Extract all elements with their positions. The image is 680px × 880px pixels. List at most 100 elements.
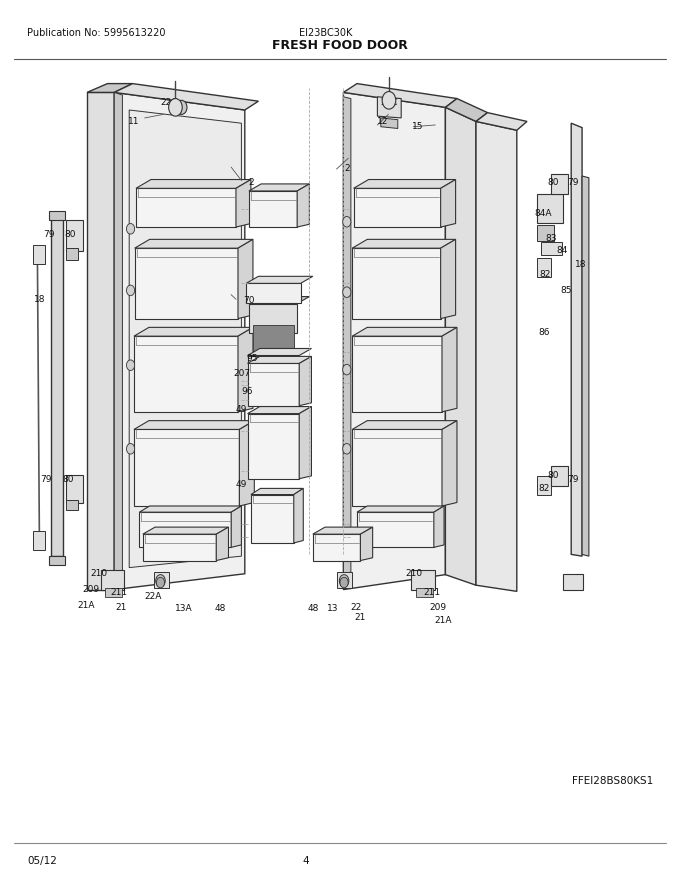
Polygon shape <box>248 356 311 363</box>
Polygon shape <box>441 180 456 227</box>
Text: 49: 49 <box>236 480 247 488</box>
Polygon shape <box>352 239 456 248</box>
Polygon shape <box>299 407 311 479</box>
Polygon shape <box>249 184 309 191</box>
Circle shape <box>126 285 135 296</box>
Polygon shape <box>248 363 299 406</box>
Polygon shape <box>248 356 299 363</box>
Polygon shape <box>476 121 517 591</box>
Polygon shape <box>239 421 254 506</box>
Bar <box>551 466 568 486</box>
Bar <box>416 588 433 597</box>
Polygon shape <box>66 220 83 251</box>
Polygon shape <box>251 488 303 495</box>
Polygon shape <box>571 123 582 556</box>
Polygon shape <box>251 495 294 543</box>
Text: 209: 209 <box>429 603 447 612</box>
Text: 2: 2 <box>249 178 254 187</box>
Polygon shape <box>476 113 527 130</box>
Bar <box>551 174 568 194</box>
Polygon shape <box>134 336 238 412</box>
Polygon shape <box>343 92 445 590</box>
Bar <box>537 194 563 223</box>
Polygon shape <box>238 239 253 319</box>
Polygon shape <box>134 429 239 506</box>
Polygon shape <box>434 506 444 547</box>
Text: 80: 80 <box>548 471 559 480</box>
Text: 79: 79 <box>44 231 54 239</box>
Polygon shape <box>136 188 236 227</box>
Polygon shape <box>294 488 303 543</box>
Text: 84: 84 <box>556 246 567 255</box>
Polygon shape <box>246 283 301 303</box>
Polygon shape <box>66 475 83 503</box>
Bar <box>337 572 352 588</box>
Polygon shape <box>231 506 241 547</box>
Polygon shape <box>442 421 457 506</box>
Text: 11: 11 <box>128 117 139 126</box>
Text: 79: 79 <box>568 178 579 187</box>
Polygon shape <box>582 176 589 556</box>
Circle shape <box>126 224 135 234</box>
Polygon shape <box>445 107 476 585</box>
Polygon shape <box>249 304 297 333</box>
Text: 80: 80 <box>65 231 75 239</box>
Text: 211: 211 <box>423 588 441 597</box>
Polygon shape <box>236 180 251 227</box>
Text: 48: 48 <box>215 604 226 612</box>
Polygon shape <box>51 216 63 556</box>
Circle shape <box>343 364 351 375</box>
Polygon shape <box>249 191 297 227</box>
Circle shape <box>382 92 396 109</box>
Text: 95: 95 <box>247 354 258 363</box>
Circle shape <box>343 216 351 227</box>
Polygon shape <box>299 356 311 406</box>
Text: FRESH FOOD DOOR: FRESH FOOD DOOR <box>272 40 408 52</box>
Polygon shape <box>297 184 309 227</box>
Polygon shape <box>352 336 442 412</box>
Polygon shape <box>381 118 398 128</box>
Text: 79: 79 <box>568 475 579 484</box>
Circle shape <box>156 577 165 588</box>
Bar <box>537 258 551 277</box>
Polygon shape <box>114 84 258 110</box>
Text: 79: 79 <box>41 475 52 484</box>
Polygon shape <box>354 188 441 227</box>
Text: 210: 210 <box>405 569 422 578</box>
Polygon shape <box>352 429 442 506</box>
Text: 210: 210 <box>90 569 107 578</box>
Bar <box>411 570 435 590</box>
Polygon shape <box>352 421 457 429</box>
Text: 82: 82 <box>540 270 551 279</box>
Text: 86: 86 <box>539 328 549 337</box>
Text: 85: 85 <box>561 286 572 295</box>
Bar <box>541 242 562 255</box>
Polygon shape <box>66 500 78 510</box>
Polygon shape <box>87 84 133 92</box>
Circle shape <box>126 444 135 454</box>
Polygon shape <box>357 512 434 547</box>
Text: 48: 48 <box>307 604 318 612</box>
Polygon shape <box>134 327 253 336</box>
Circle shape <box>340 577 348 588</box>
Bar <box>101 570 124 590</box>
Text: 96: 96 <box>241 387 252 396</box>
Polygon shape <box>143 534 216 561</box>
Text: 49: 49 <box>236 405 247 414</box>
Polygon shape <box>139 506 241 512</box>
Polygon shape <box>352 248 441 319</box>
Polygon shape <box>238 327 253 412</box>
Polygon shape <box>249 297 309 304</box>
Polygon shape <box>377 97 401 118</box>
Text: 13A: 13A <box>175 604 192 612</box>
Bar <box>33 531 45 550</box>
Polygon shape <box>139 512 231 547</box>
Text: 22A: 22A <box>144 592 162 601</box>
Polygon shape <box>134 421 254 429</box>
Text: 209: 209 <box>82 585 99 594</box>
Polygon shape <box>129 110 241 568</box>
Text: 22C: 22C <box>160 99 177 107</box>
Circle shape <box>169 99 182 116</box>
Polygon shape <box>114 92 122 574</box>
Circle shape <box>343 444 351 454</box>
